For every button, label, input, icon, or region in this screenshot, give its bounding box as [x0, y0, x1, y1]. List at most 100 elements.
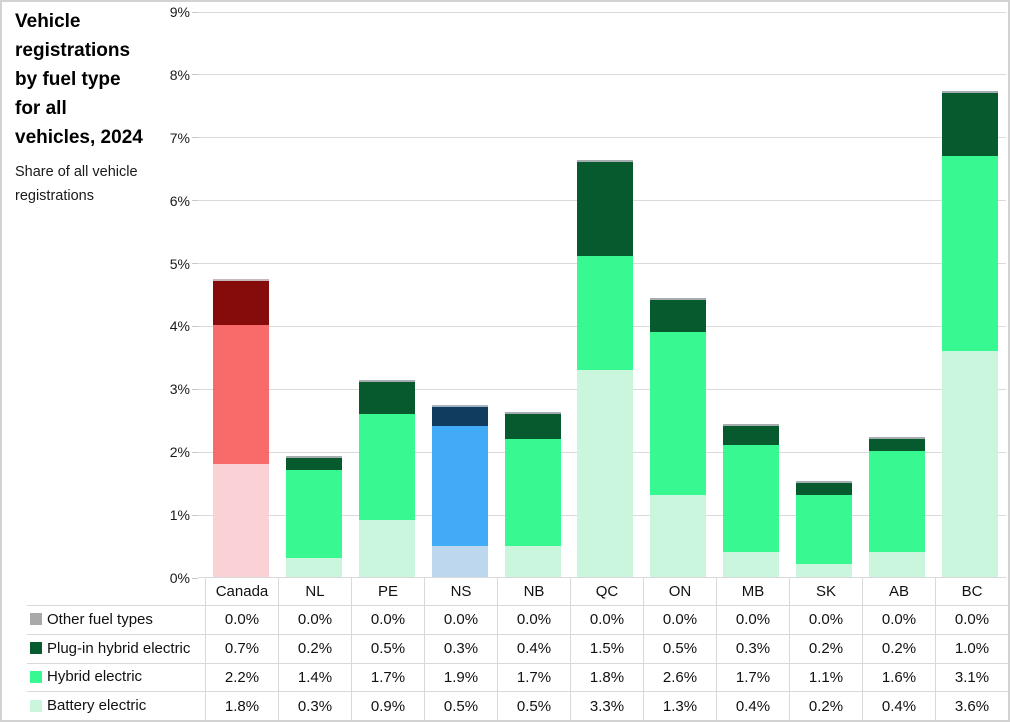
legend-label: Hybrid electric	[47, 668, 143, 686]
bar-segment-battery	[213, 463, 270, 577]
y-tick-label: 2%	[169, 444, 190, 461]
legend-row-battery-electric: Battery electric	[2, 691, 205, 720]
table-value-nl: 0.2%	[278, 633, 351, 663]
table-value-nl: 0.3%	[278, 691, 351, 720]
bar-segment-plugin	[504, 413, 561, 439]
bar-column-on	[642, 2, 715, 577]
y-tick-mark	[192, 577, 198, 579]
y-tick-mark	[192, 137, 198, 139]
y-tick-label: 5%	[169, 255, 190, 272]
bar-on	[650, 298, 707, 577]
chart-title-line: registrations	[15, 40, 131, 61]
table-value-on: 0.5%	[643, 633, 716, 663]
bar-segment-plugin	[213, 281, 270, 326]
bar-segment-hybrid	[795, 495, 852, 565]
y-tick-mark	[192, 263, 198, 265]
legend-label: Plug-in hybrid electric	[47, 639, 191, 657]
chart-title-line: Vehicle	[15, 11, 81, 32]
chart-title-line: vehicles, 2024	[15, 127, 143, 148]
y-tick-label: 9%	[169, 4, 190, 20]
bar-bc	[941, 90, 998, 577]
bar-segment-other	[213, 279, 270, 282]
bar-segment-battery	[504, 545, 561, 577]
chart-subtitle: Share of all vehicle registrations	[15, 160, 201, 208]
bar-column-ns	[423, 2, 496, 577]
bar-column-ab	[860, 2, 933, 577]
bar-segment-plugin	[941, 92, 998, 156]
table-value-ns: 0.0%	[424, 605, 497, 634]
bar-segment-plugin	[286, 457, 343, 471]
table-value-pe: 0.5%	[351, 633, 424, 663]
bar-segment-plugin	[795, 482, 852, 496]
y-tick-label: 0%	[169, 570, 190, 586]
bar-segment-plugin	[868, 438, 925, 452]
bar-segment-plugin	[359, 382, 416, 414]
table-value-ns: 0.3%	[424, 633, 497, 663]
bar-segment-hybrid	[577, 256, 634, 370]
bar-column-qc	[569, 2, 642, 577]
table-value-bc: 3.6%	[935, 691, 1008, 720]
bar-segment-battery	[577, 369, 634, 577]
table-value-canada: 1.8%	[205, 691, 278, 720]
bar-segment-hybrid	[286, 470, 343, 559]
table-value-mb: 0.3%	[716, 633, 789, 663]
chart-title-line: by fuel type	[15, 69, 121, 90]
bar-segment-plugin	[431, 407, 488, 427]
bar-qc	[577, 160, 634, 577]
table-value-canada: 0.0%	[205, 605, 278, 634]
bar-segment-battery	[868, 551, 925, 577]
x-axis-label-ab: AB	[862, 578, 935, 605]
legend-label: Other fuel types	[47, 610, 153, 628]
table-value-qc: 1.5%	[570, 633, 643, 663]
table-value-nb: 0.0%	[497, 605, 570, 634]
table-value-nl: 0.0%	[278, 605, 351, 634]
x-axis-label-qc: QC	[570, 578, 643, 605]
chart-title-line: for all	[15, 98, 67, 119]
x-axis-line	[198, 577, 1006, 578]
table-value-pe: 1.7%	[351, 662, 424, 692]
bar-segment-hybrid	[723, 444, 780, 552]
table-value-on: 1.3%	[643, 691, 716, 720]
table-value-on: 0.0%	[643, 605, 716, 634]
bar-column-canada	[205, 2, 278, 577]
bar-pe	[359, 380, 416, 577]
bar-segment-hybrid	[213, 325, 270, 464]
bar-nl	[286, 455, 343, 577]
bar-column-mb	[715, 2, 788, 577]
x-axis-label-sk: SK	[789, 578, 862, 605]
chart-title: Vehicle registrations by fuel type for a…	[15, 7, 201, 152]
y-tick-mark	[192, 388, 198, 390]
table-value-sk: 0.0%	[789, 605, 862, 634]
y-tick-mark	[192, 514, 198, 516]
gridline	[198, 137, 1006, 139]
x-axis-label-nb: NB	[497, 578, 570, 605]
y-tick-mark	[192, 200, 198, 202]
gridline	[198, 11, 1006, 13]
table-value-nb: 0.5%	[497, 691, 570, 720]
table-value-qc: 3.3%	[570, 691, 643, 720]
table-value-nb: 1.7%	[497, 662, 570, 692]
y-tick-label: 7%	[169, 129, 190, 146]
table-value-ns: 0.5%	[424, 691, 497, 720]
table-value-bc: 3.1%	[935, 662, 1008, 692]
y-tick-label: 3%	[169, 381, 190, 398]
bar-column-bc	[933, 2, 1006, 577]
data-table: Canada NL PE NS NB QC ON MB SK AB BC Other fuel typ…	[2, 578, 1008, 720]
legend-row-other-fuel-types: Other fuel types	[2, 605, 205, 634]
x-axis-label-ns: NS	[424, 578, 497, 605]
bar-segment-other	[504, 411, 561, 414]
x-axis-label-canada: Canada	[205, 578, 278, 605]
bar-ns	[431, 405, 488, 577]
table-value-ab: 0.4%	[862, 691, 935, 720]
chart-subtitle-line: registrations	[15, 188, 94, 204]
bar-mb	[723, 424, 780, 577]
bar-nb	[504, 411, 561, 577]
bar-segment-hybrid	[650, 331, 707, 496]
table-value-bc: 0.0%	[935, 605, 1008, 634]
gridline	[198, 74, 1006, 76]
bar-segment-hybrid	[941, 155, 998, 351]
bar-segment-other	[359, 380, 416, 383]
bar-segment-other	[431, 405, 488, 408]
bar-canada	[213, 279, 270, 577]
chart-subtitle-line: Share of all vehicle	[15, 164, 138, 180]
